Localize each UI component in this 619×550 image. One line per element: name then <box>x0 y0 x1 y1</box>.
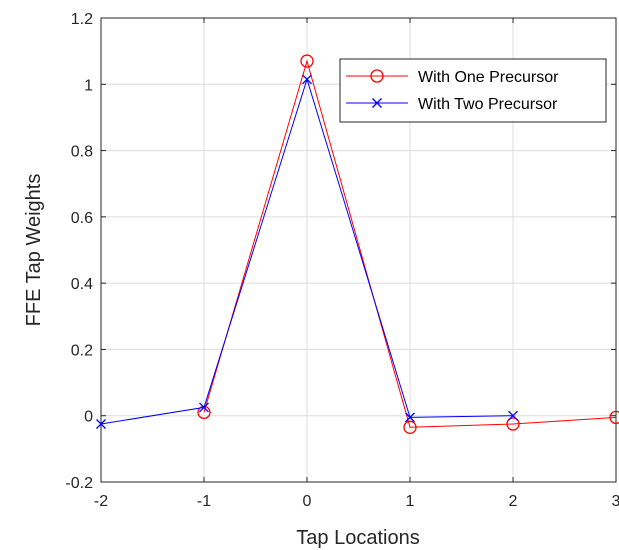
data-point <box>609 410 619 425</box>
series-2 <box>96 74 518 429</box>
x-axis-label: Tap Locations <box>296 527 419 549</box>
y-tick-label: 0.4 <box>71 276 93 293</box>
legend-marker <box>372 98 382 108</box>
x-ticks: -2 -1 0 1 2 3 <box>94 18 619 510</box>
y-tick-label: 0.6 <box>71 210 93 227</box>
y-tick-label: 1 <box>84 77 93 94</box>
y-tick-label: 0.8 <box>71 144 93 161</box>
series-1 <box>197 54 619 434</box>
y-tick-label: -0.2 <box>65 475 93 492</box>
axes <box>100 17 617 483</box>
data-point <box>302 74 312 85</box>
legend-label: With One Precursor <box>418 69 559 86</box>
data-point <box>300 54 314 68</box>
legend: With One Precursor With Two Precursor <box>339 58 607 123</box>
y-ticks: -0.2 0 0.2 0.4 0.6 0.8 1 1.2 <box>65 11 616 492</box>
y-tick-label: 0 <box>84 409 93 426</box>
series-line <box>203 59 617 428</box>
data-point <box>96 419 106 429</box>
x-tick-label: 1 <box>406 493 415 510</box>
legend-entry: With Two Precursor <box>346 96 558 113</box>
data-point <box>405 412 415 423</box>
y-tick-label: 0.2 <box>71 342 93 359</box>
data-point <box>508 410 518 421</box>
x-tick-label: -2 <box>94 493 108 510</box>
y-axis-label: FFE Tap Weights <box>23 174 45 327</box>
legend-entry: With One Precursor <box>346 69 559 86</box>
x-tick-label: 0 <box>303 493 312 510</box>
legend-label: With Two Precursor <box>418 96 558 113</box>
data-point <box>506 417 520 431</box>
y-tick-label: 1.2 <box>71 11 93 28</box>
series <box>96 54 619 434</box>
x-tick-label: 3 <box>612 493 619 510</box>
x-tick-label: -1 <box>197 493 211 510</box>
axes-box <box>100 17 617 483</box>
legend-marker <box>370 69 384 83</box>
x-tick-label: 2 <box>509 493 518 510</box>
legend-box <box>339 58 607 123</box>
data-point <box>403 420 417 434</box>
data-point <box>199 402 209 413</box>
